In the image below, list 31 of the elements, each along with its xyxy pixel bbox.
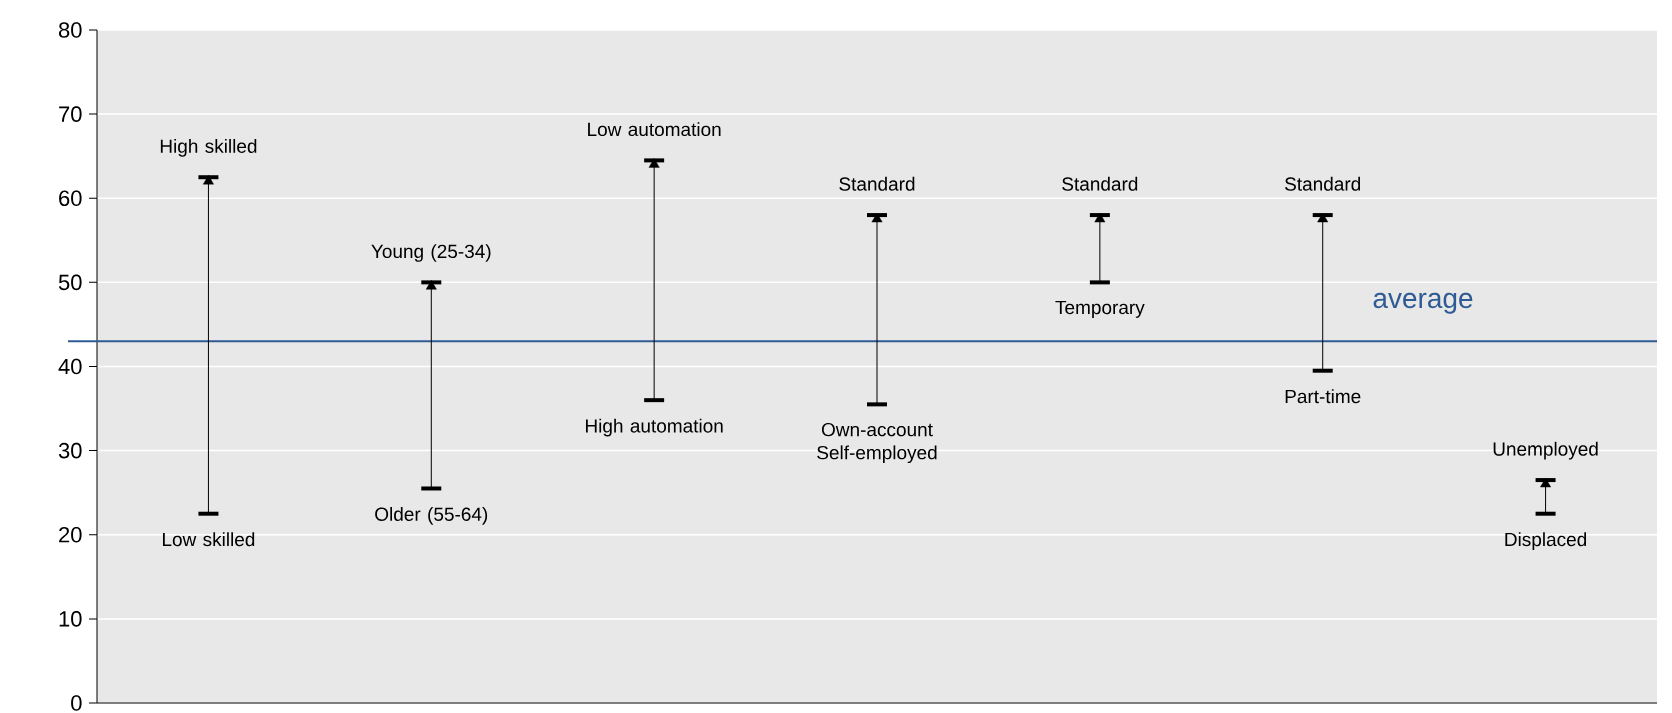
annotation: Own-account Self-employed <box>817 422 937 464</box>
annotation: Unemployed <box>1493 441 1598 460</box>
point <box>871 212 883 223</box>
annotation: Temporary <box>1055 300 1145 318</box>
annotation: Standard <box>1285 176 1361 191</box>
y-tick-label: 50 <box>58 274 82 291</box>
point <box>425 280 437 290</box>
annotation: Older (55-64) <box>375 507 488 525</box>
annotation: Standard <box>1062 176 1138 191</box>
y-tick-label: 20 <box>59 526 82 543</box>
point <box>1317 212 1329 223</box>
annotation: Displaced <box>1505 532 1587 550</box>
annotation: Low skilled <box>162 532 255 547</box>
point <box>203 175 214 185</box>
annotation: High skilled <box>160 138 257 157</box>
point <box>648 158 660 168</box>
annotation: Young (25-34) <box>371 244 491 262</box>
annotation: Part-time <box>1285 389 1361 404</box>
y-tick-label: 40 <box>58 358 82 375</box>
ref-line-label: average <box>1373 292 1473 314</box>
y-tick-label: 70 <box>59 106 82 122</box>
point <box>1094 212 1106 223</box>
y-tick-label: 30 <box>58 442 82 459</box>
annotation: Standard <box>839 176 915 191</box>
y-tick-label: 0 <box>71 695 82 711</box>
annotation: High automation <box>585 418 723 437</box>
y-tick-label: 10 <box>59 611 82 627</box>
y-tick-label: 80 <box>58 22 82 38</box>
y-tick-label: 60 <box>59 190 82 207</box>
point <box>1540 477 1551 488</box>
annotation: Low automation <box>588 122 721 137</box>
